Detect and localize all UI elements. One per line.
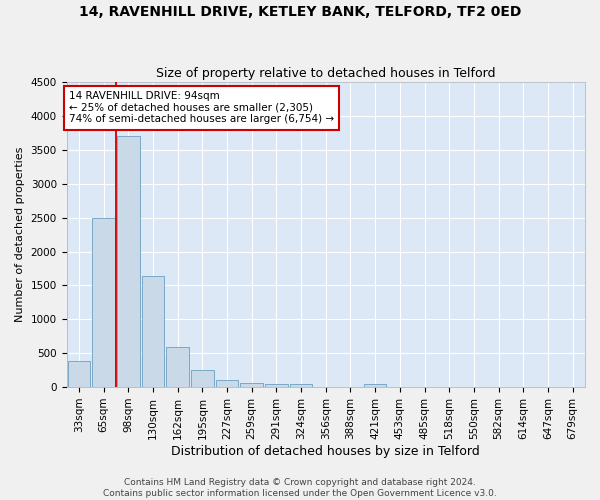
X-axis label: Distribution of detached houses by size in Telford: Distribution of detached houses by size … — [172, 444, 480, 458]
Bar — [142, 276, 164, 387]
Bar — [68, 362, 90, 387]
Bar — [364, 384, 386, 387]
Bar — [191, 370, 214, 387]
Bar — [215, 380, 238, 387]
Bar — [117, 136, 140, 387]
Text: 14, RAVENHILL DRIVE, KETLEY BANK, TELFORD, TF2 0ED: 14, RAVENHILL DRIVE, KETLEY BANK, TELFOR… — [79, 5, 521, 19]
Bar — [166, 347, 189, 387]
Bar — [290, 384, 313, 387]
Bar — [265, 384, 288, 387]
Y-axis label: Number of detached properties: Number of detached properties — [15, 147, 25, 322]
Text: 14 RAVENHILL DRIVE: 94sqm
← 25% of detached houses are smaller (2,305)
74% of se: 14 RAVENHILL DRIVE: 94sqm ← 25% of detac… — [69, 91, 334, 124]
Bar — [92, 218, 115, 387]
Bar — [241, 383, 263, 387]
Text: Contains HM Land Registry data © Crown copyright and database right 2024.
Contai: Contains HM Land Registry data © Crown c… — [103, 478, 497, 498]
Title: Size of property relative to detached houses in Telford: Size of property relative to detached ho… — [156, 66, 496, 80]
